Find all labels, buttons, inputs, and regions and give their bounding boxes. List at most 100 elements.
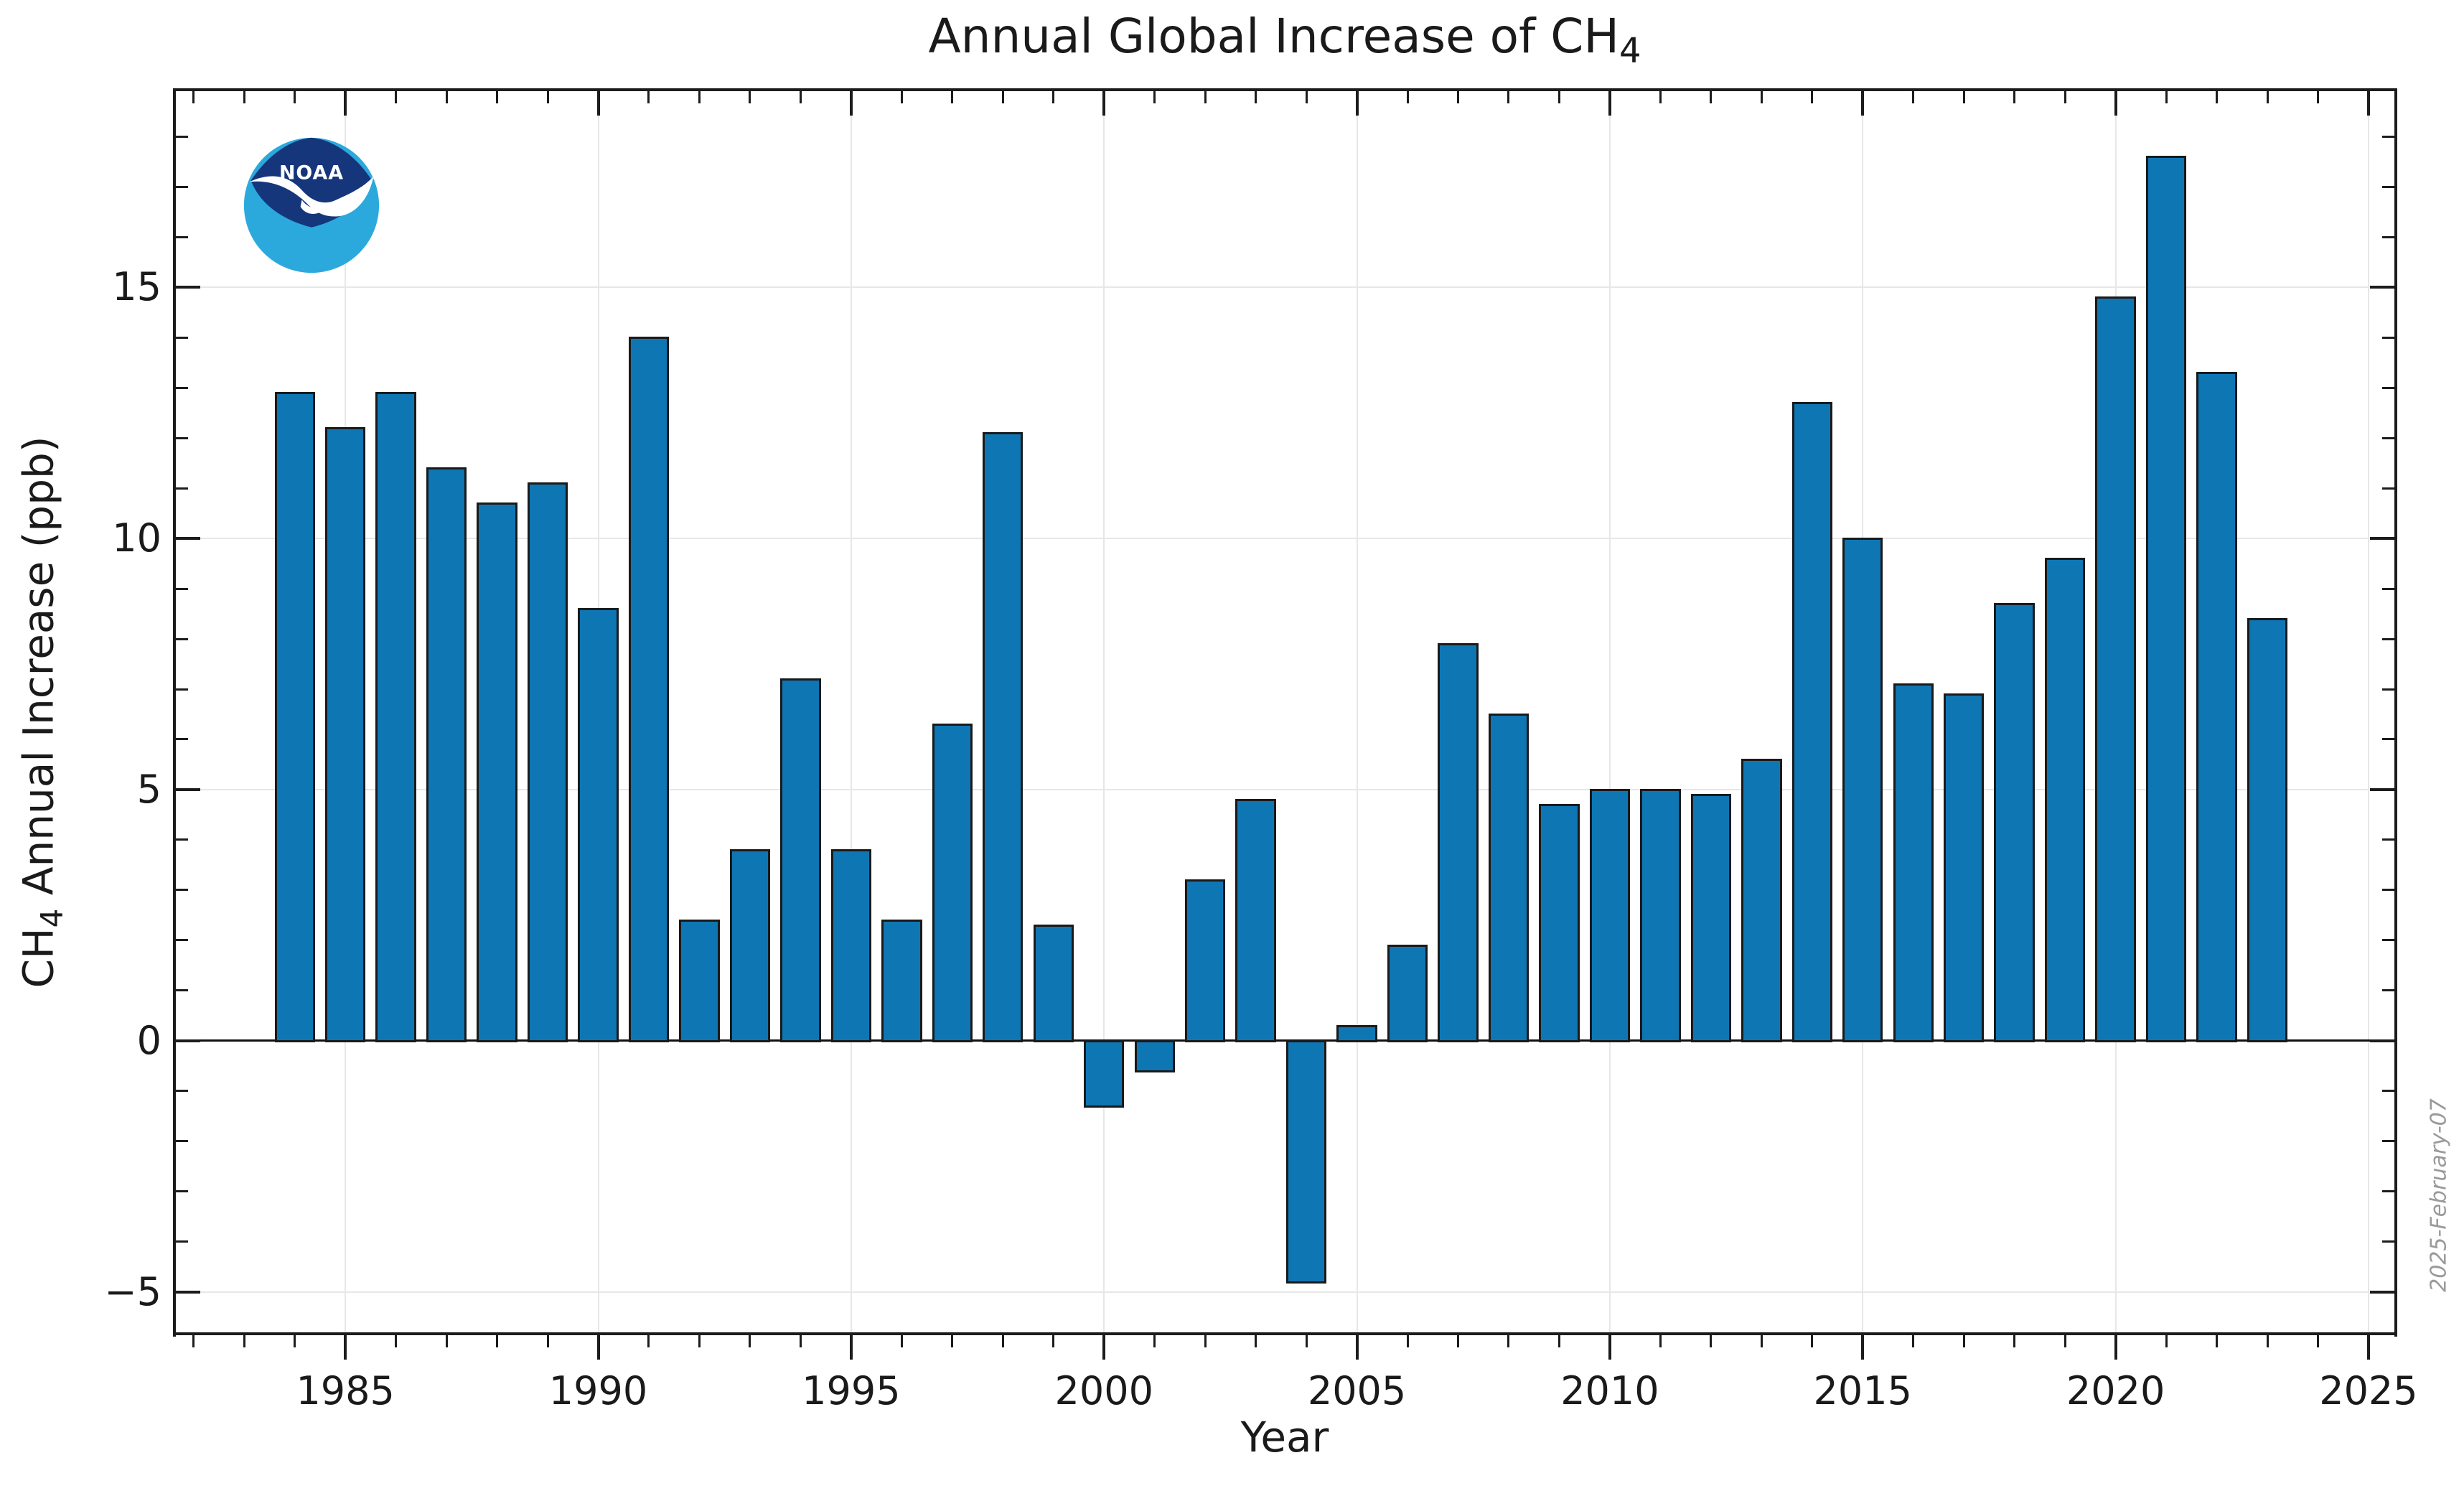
- y-minor-tick-right-16: [2382, 235, 2394, 238]
- y-tick-label--5: −5: [104, 1268, 161, 1314]
- right-spine: [2394, 88, 2397, 1337]
- bar-2002: [1184, 879, 1226, 1042]
- y-minor-tick-right-6: [2382, 738, 2394, 741]
- y-minor-tick-right-9: [2382, 587, 2394, 590]
- y-minor-tick-left-9: [176, 587, 188, 590]
- x-tick-label-1985: 1985: [296, 1368, 395, 1413]
- x-major-tick-top-1985: [344, 91, 347, 116]
- y-major-tick-left-10: [176, 537, 200, 541]
- bar-1988: [477, 502, 517, 1042]
- x-minor-tick-2019: [2064, 1335, 2066, 1347]
- bar-2013: [1741, 758, 1782, 1042]
- bar-2004: [1285, 1039, 1327, 1284]
- y-minor-tick-left--1: [176, 1090, 188, 1093]
- x-tick-label-1995: 1995: [802, 1368, 901, 1413]
- bar-1985: [324, 427, 366, 1042]
- x-minor-tick-2023: [2266, 1335, 2269, 1347]
- zero-line: [176, 1039, 2394, 1042]
- x-minor-tick-2002: [1204, 1335, 1207, 1347]
- x-minor-tick-2022: [2216, 1335, 2219, 1347]
- x-minor-tick-top-2001: [1153, 91, 1156, 103]
- bar-2018: [1994, 603, 2035, 1042]
- x-minor-tick-top-2011: [1659, 91, 1662, 103]
- noaa-logo-icon: NOAA: [243, 137, 380, 274]
- x-minor-tick-top-2023: [2266, 91, 2269, 103]
- x-minor-tick-top-2012: [1710, 91, 1713, 103]
- bar-1984: [274, 392, 315, 1042]
- y-minor-tick-right--1: [2382, 1090, 2394, 1093]
- y-minor-tick-right-1: [2382, 989, 2394, 992]
- y-major-tick-right--5: [2370, 1290, 2394, 1294]
- bar-2010: [1589, 788, 1631, 1042]
- x-major-tick-2020: [2114, 1335, 2117, 1360]
- x-tick-label-2005: 2005: [1307, 1368, 1407, 1413]
- x-minor-tick-2003: [1255, 1335, 1257, 1347]
- y-major-tick-right-10: [2370, 537, 2394, 541]
- x-minor-tick-top-2009: [1557, 91, 1560, 103]
- y-minor-tick-left-1: [176, 989, 188, 992]
- x-minor-tick-2016: [1912, 1335, 1915, 1347]
- x-minor-tick-1991: [647, 1335, 650, 1347]
- x-minor-tick-top-1988: [496, 91, 499, 103]
- x-minor-tick-top-1993: [749, 91, 751, 103]
- y-minor-tick-right-4: [2382, 838, 2394, 841]
- x-minor-tick-1984: [294, 1335, 296, 1347]
- y-minor-tick-left-7: [176, 688, 188, 691]
- bar-2007: [1438, 643, 1479, 1042]
- x-minor-tick-2011: [1659, 1335, 1662, 1347]
- y-major-tick-left-5: [176, 787, 200, 791]
- x-minor-tick-top-2013: [1760, 91, 1763, 103]
- bar-2014: [1791, 402, 1832, 1042]
- x-minor-tick-2007: [1457, 1335, 1459, 1347]
- bar-2019: [2044, 558, 2086, 1042]
- x-major-tick-2010: [1608, 1335, 1611, 1360]
- bar-2020: [2095, 296, 2136, 1042]
- x-minor-tick-top-1991: [647, 91, 650, 103]
- x-tick-label-2000: 2000: [1054, 1368, 1153, 1413]
- x-major-tick-1995: [849, 1335, 853, 1360]
- x-minor-tick-top-2004: [1305, 91, 1308, 103]
- y-minor-tick-left-17: [176, 185, 188, 188]
- y-major-tick-right-15: [2370, 286, 2394, 289]
- x-minor-tick-top-2018: [2013, 91, 2016, 103]
- x-minor-tick-1987: [445, 1335, 448, 1347]
- bar-1992: [679, 919, 720, 1042]
- bar-1986: [375, 392, 416, 1042]
- y-minor-tick-left-3: [176, 889, 188, 892]
- y-minor-tick-right--4: [2382, 1240, 2394, 1243]
- x-minor-tick-top-1984: [294, 91, 296, 103]
- x-major-tick-top-2015: [1861, 91, 1865, 116]
- x-major-tick-top-2020: [2114, 91, 2117, 116]
- x-minor-tick-top-2006: [1406, 91, 1409, 103]
- bar-2022: [2196, 372, 2237, 1042]
- y-minor-tick-right--3: [2382, 1190, 2394, 1193]
- x-tick-label-2010: 2010: [1560, 1368, 1659, 1413]
- bar-1995: [830, 848, 872, 1042]
- bar-2021: [2145, 156, 2187, 1042]
- x-tick-label-2015: 2015: [1813, 1368, 1912, 1413]
- x-tick-label-2025: 2025: [2319, 1368, 2418, 1413]
- y-minor-tick-left--2: [176, 1140, 188, 1143]
- gridline-x-2010: [1608, 91, 1611, 1332]
- noaa-logo-text: NOAA: [279, 162, 344, 184]
- x-minor-tick-2017: [1962, 1335, 1965, 1347]
- x-minor-tick-2021: [2165, 1335, 2168, 1347]
- y-tick-label-15: 15: [112, 264, 161, 310]
- gridline-x-2000: [1103, 91, 1105, 1332]
- bar-2011: [1640, 788, 1681, 1042]
- top-spine: [173, 88, 2397, 91]
- bar-2017: [1944, 693, 1985, 1042]
- bar-1999: [1033, 924, 1074, 1042]
- gridline-y--5: [176, 1291, 2394, 1293]
- bar-1996: [881, 919, 922, 1042]
- y-major-tick-right-0: [2370, 1039, 2394, 1042]
- x-minor-tick-top-2003: [1255, 91, 1257, 103]
- gridline-x-2025: [2367, 91, 2369, 1332]
- x-minor-tick-2008: [1507, 1335, 1510, 1347]
- left-spine: [173, 88, 176, 1337]
- y-minor-tick-right-18: [2382, 135, 2394, 138]
- bottom-spine: [173, 1332, 2397, 1335]
- x-minor-tick-top-1998: [1001, 91, 1004, 103]
- x-minor-tick-top-1999: [1052, 91, 1055, 103]
- chart-title: Annual Global Increase of CH4: [928, 9, 1641, 72]
